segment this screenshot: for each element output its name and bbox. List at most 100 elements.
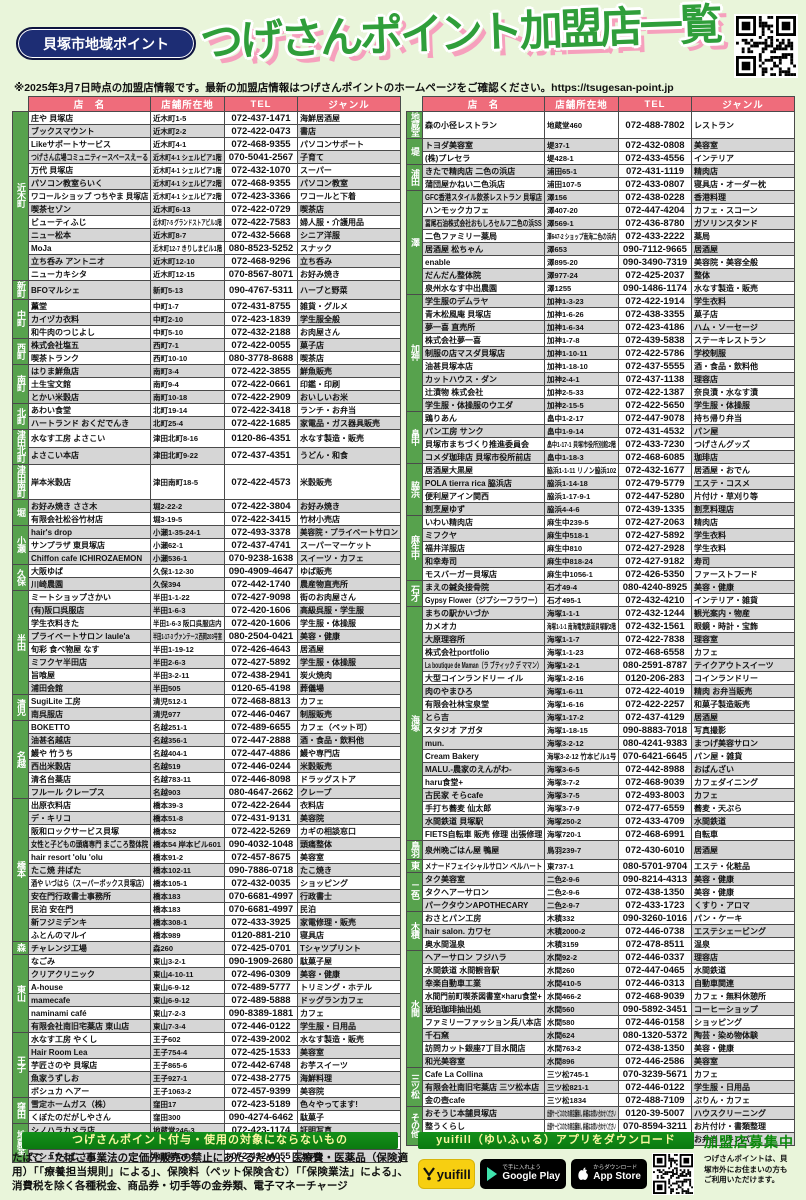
store-name: モスバーガー貝塚店 [422, 567, 545, 581]
store-address: 三ツ松1834 [544, 1093, 619, 1107]
store-genre: スーパー [297, 163, 401, 177]
store-name: とかい米穀店 [28, 390, 151, 404]
store-row: 新町 BFOマルシェ 新町5-13 090-4767-5311 ハーブと野菜 [12, 280, 401, 300]
store-genre: 海鮮居酒屋 [297, 111, 401, 125]
store-tel: 072-493-3378 [224, 525, 298, 539]
store-address: 南町9-4 [150, 377, 225, 391]
store-tel: 072-437-4741 [224, 538, 298, 552]
store-name: 琥珀珈琲抽出処 [422, 1002, 545, 1016]
store-tel: 072-437-1138 [618, 372, 692, 386]
store-tel: 090-4767-5311 [224, 280, 298, 300]
store-row: MoJa 近木町12-7 きりしまビル1階 080-8523-5252 スナック [13, 241, 401, 255]
store-tel: 0120-206-283 [618, 671, 692, 685]
store-genre: カフェ・スコーン [691, 203, 795, 217]
store-row: 和幸寿司 麻生中818-24 072-427-9182 寿司 [407, 554, 795, 568]
store-row: カットハウス・ダン 加神2-4-1 072-437-1138 理容店 [407, 372, 795, 386]
store-row: 東山 なごみ 東山3-2-1 090-1909-2680 駄菓子屋 [12, 954, 401, 1033]
store-genre: ワコールと下着 [297, 189, 401, 203]
store-genre: 鮮魚販売 [297, 364, 401, 378]
store-name: 制服の店マスダ貝塚店 [422, 346, 545, 360]
store-genre: お片付け・書類整理 [691, 1119, 795, 1133]
store-tel: 072-442-1740 [224, 577, 298, 591]
column-header: ジャンル [691, 96, 795, 112]
store-address: 中町2-10 [150, 312, 225, 326]
store-name: mun. [422, 736, 545, 750]
store-genre: お肉屋さん [297, 325, 401, 339]
store-genre: 学生服・日用品 [691, 1080, 795, 1094]
store-name: 鶏りあん [422, 411, 545, 425]
store-name: 薫堂 [28, 299, 151, 313]
yuifill-button[interactable]: yuifill [418, 1159, 476, 1189]
region-label: 畠中 [406, 411, 423, 464]
store-genre: 駄菓子屋 [297, 954, 401, 968]
store-row: Cream Bakery 海塚3-2-12 竹本ビル1号 070-6421-6645… [407, 749, 795, 763]
store-genre: 居酒屋 [297, 642, 401, 656]
store-row: 和光美容室 水間896 072-446-2586 美容室 [407, 1054, 795, 1068]
update-note: ※2025年3月7日時点の加盟店情報です。最新の加盟店情報はつげさんポイントのホ… [14, 82, 674, 94]
store-address: 近木町12-15 [150, 267, 225, 281]
store-row: 制服の店マスダ貝塚店 加神1-10-11 072-422-5786 学校制服 [407, 346, 795, 360]
store-address: 東山4-10-11 [150, 967, 225, 981]
store-tel: 0120-65-4198 [224, 681, 298, 695]
store-name: 旬彩 食べ物屋 なす [28, 642, 151, 656]
region-label: 海塚 [406, 606, 423, 841]
store-address: 二色2-9-6 [544, 872, 619, 886]
store-address: 小瀬1-35-24-1 [150, 525, 225, 539]
store-name: カイヅカ衣料 [28, 312, 151, 326]
store-name: FIETS自転車 販売 修理 出張修理 [422, 827, 545, 841]
store-tel: 072-468-9039 [618, 775, 692, 789]
store-genre: 菓子店 [297, 338, 401, 352]
store-tel: 072-437-4351 [224, 446, 298, 465]
column-header: 店舗所在地 [150, 96, 225, 112]
app-store-button[interactable]: からダウンロード App Store [571, 1159, 647, 1189]
store-genre: 寝具店 [297, 928, 401, 942]
store-tel: 080-4647-2662 [224, 785, 298, 799]
store-row: La boutique de Maman（ラ ブティック デ ママン） 海塚1-2… [407, 658, 795, 672]
store-genre: ドッグランカフェ [297, 993, 401, 1007]
store-tel: 080-3778-8688 [224, 351, 298, 365]
store-address: 半田1-19-12 [150, 642, 225, 656]
store-address: 脇浜1-17-9-1 [544, 489, 619, 503]
store-name: だんだん整体院 [422, 268, 545, 282]
store-address: 水間896 [544, 1054, 619, 1068]
store-address: 出張サービスのため実店舗無し 詳細はお問い合わせください [544, 1119, 619, 1133]
google-play-button[interactable]: で手に入れよう Google Play [480, 1159, 567, 1189]
store-genre: エステシェービング [691, 924, 795, 938]
store-genre: お好み焼き [297, 267, 401, 281]
store-row: 有限会社松谷竹材店 堀3-19-5 072-422-3415 竹材小売店 [13, 512, 401, 526]
store-genre: 水なす製造・販売 [297, 429, 401, 448]
store-genre: 寿司 [691, 554, 795, 568]
store-address: 近木町8-7 [150, 228, 225, 242]
store-row: 訪問カット銀座7丁目水間店 水間763-2 072-438-1350 美容・健康 [407, 1041, 795, 1055]
store-tel: 072-468-9355 [224, 176, 298, 190]
store-name: 手打ち蕎麦 仙太郎 [422, 801, 545, 815]
store-genre: 喫茶店 [297, 202, 401, 216]
store-name: ハートランド おくだでんき [28, 416, 151, 430]
store-name: 株式会社portfolio [422, 645, 545, 659]
store-name: なごみ [28, 954, 151, 968]
store-tel: 0120-86-4351 [224, 429, 298, 448]
store-address: 地蔵堂460 [544, 111, 619, 139]
store-tel: 072-447-0465 [618, 963, 692, 977]
store-genre: 学生服・体操服 [691, 398, 795, 412]
store-genre: 学生衣料 [691, 528, 795, 542]
store-tel: 072-488-7802 [618, 111, 692, 139]
store-tel: 072-446-0244 [224, 759, 298, 773]
store-tel: 072-422-2909 [224, 390, 298, 404]
store-row: パン工房 サンク 畠中1-9-14 072-431-4532 パン屋 [407, 424, 795, 438]
store-name: まちの駅かいづか [422, 606, 545, 620]
store-tel: 072-432-4210 [618, 593, 692, 607]
store-row: haru食堂+ 海塚3-7-2 072-468-9039 カフェダイニング [407, 775, 795, 789]
store-address: 畠中1-9-14 [544, 424, 619, 438]
store-name: プライベートサロン laule'a [28, 629, 151, 643]
app-store-sub: からダウンロード [593, 1164, 638, 1171]
store-address: 半田1-17-3 ヴァンテース西岡203号室 [150, 629, 225, 643]
store-name: いわい精肉店 [422, 515, 545, 529]
store-genre: 竹材小売店 [297, 512, 401, 526]
store-tel: 090-4909-4647 [224, 564, 298, 578]
store-address: 半田1-6-3 [150, 603, 225, 617]
store-name: ニュー松本 [28, 228, 151, 242]
store-genre: レストラン [691, 111, 795, 139]
store-tel: 072-493-8003 [618, 788, 692, 802]
store-tel: 072-446-0122 [224, 1019, 298, 1033]
